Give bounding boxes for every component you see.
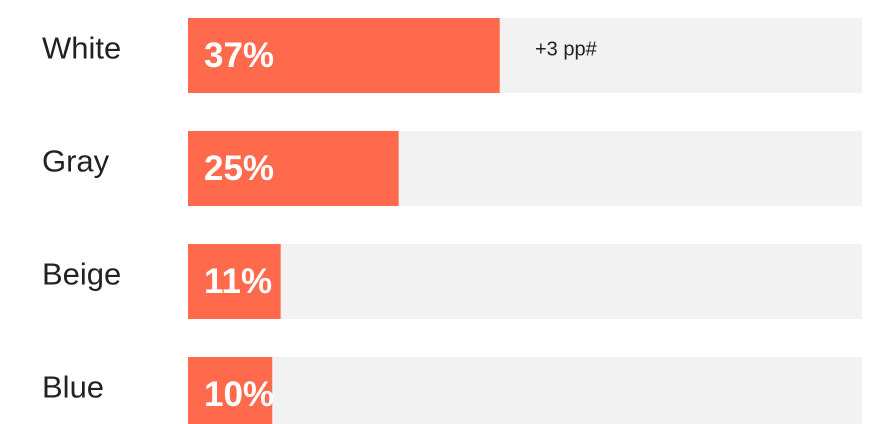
category-label: Beige: [42, 257, 121, 292]
category-label: Gray: [42, 144, 110, 179]
bar: [188, 357, 273, 424]
bar-track: [188, 357, 862, 424]
bar: [188, 131, 399, 206]
value-label: 25%: [204, 149, 274, 188]
annotation: +3 pp#: [535, 38, 598, 60]
category-label: White: [42, 31, 121, 66]
bar: [188, 244, 281, 319]
bar: [188, 18, 500, 93]
value-label: 11%: [204, 262, 272, 301]
value-label: 10%: [204, 375, 274, 414]
category-label: Blue: [42, 370, 104, 405]
value-label: 37%: [204, 36, 274, 75]
bar-track: [188, 244, 862, 319]
